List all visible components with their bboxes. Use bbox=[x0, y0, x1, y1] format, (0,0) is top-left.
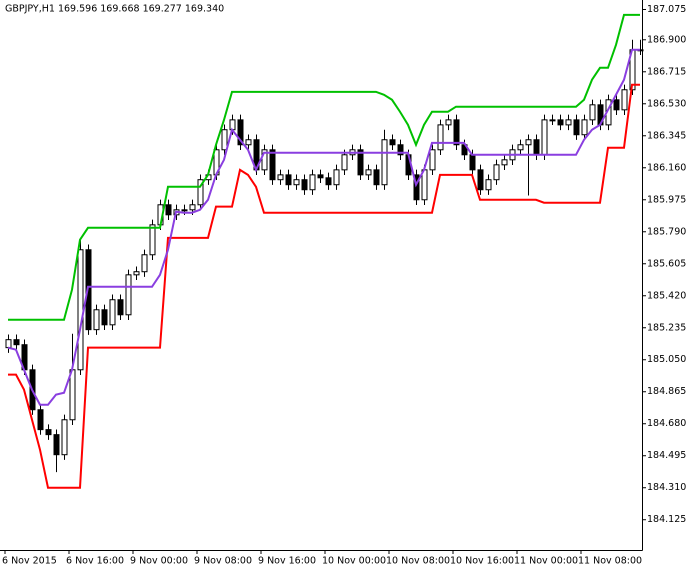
candle-body bbox=[53, 434, 60, 456]
candle-body bbox=[77, 249, 84, 371]
candle-body bbox=[229, 119, 236, 131]
indicator-line bbox=[8, 13, 640, 321]
candle-body bbox=[309, 174, 316, 191]
y-tick-label: 185.790 bbox=[647, 226, 686, 237]
candle-body bbox=[397, 144, 404, 156]
candle-body bbox=[613, 99, 620, 111]
x-tick-label: 9 Nov 00:00 bbox=[130, 556, 188, 567]
candle-body bbox=[293, 179, 300, 186]
candle-body bbox=[101, 309, 108, 326]
candle-body bbox=[117, 299, 124, 316]
y-tick-label: 186.530 bbox=[647, 98, 686, 109]
candle-body bbox=[149, 224, 156, 256]
indicator-line bbox=[7, 48, 640, 406]
candle-body bbox=[373, 169, 380, 186]
candle-body bbox=[5, 339, 12, 349]
candle-body bbox=[245, 139, 252, 146]
x-tick-label: 10 Nov 00:00 bbox=[322, 556, 386, 567]
candle-body bbox=[525, 139, 532, 146]
y-tick-label: 185.975 bbox=[647, 194, 686, 205]
candle-body bbox=[37, 409, 44, 431]
y-tick-label: 184.495 bbox=[647, 450, 686, 461]
candle-body bbox=[357, 149, 364, 176]
candle-body bbox=[341, 154, 348, 171]
candle-body bbox=[469, 154, 476, 171]
x-tick-label: 6 Nov 16:00 bbox=[66, 556, 124, 567]
candle-body bbox=[589, 104, 596, 121]
y-tick-label: 186.900 bbox=[647, 34, 686, 45]
candle-body bbox=[533, 139, 540, 156]
candle-body bbox=[493, 164, 500, 181]
y-tick-label: 186.160 bbox=[647, 162, 686, 173]
y-tick-label: 184.310 bbox=[647, 482, 686, 493]
indicator-line bbox=[8, 83, 640, 489]
candle-body bbox=[421, 169, 428, 201]
candle-body bbox=[301, 179, 308, 191]
candle-body bbox=[381, 139, 388, 186]
y-tick-label: 184.865 bbox=[647, 386, 686, 397]
x-tick-label: 10 Nov 16:00 bbox=[450, 556, 514, 567]
y-tick-label: 187.075 bbox=[647, 4, 686, 15]
y-tick-label: 186.345 bbox=[647, 130, 686, 141]
candle-body bbox=[485, 179, 492, 191]
candle-body bbox=[125, 274, 132, 316]
candle-body bbox=[93, 309, 100, 331]
candle-body bbox=[429, 149, 436, 171]
candle-body bbox=[277, 174, 284, 181]
candle-body bbox=[237, 119, 244, 146]
candle-body bbox=[269, 149, 276, 181]
candle-body bbox=[557, 119, 564, 126]
y-tick-label: 185.605 bbox=[647, 258, 686, 269]
candle-body bbox=[581, 119, 588, 136]
candle-body bbox=[413, 174, 420, 201]
candle-body bbox=[285, 174, 292, 186]
y-tick-label: 184.125 bbox=[647, 514, 686, 525]
candle-body bbox=[197, 179, 204, 206]
candle-body bbox=[333, 169, 340, 186]
candle-body bbox=[453, 119, 460, 146]
candle-body bbox=[573, 119, 580, 136]
candle-body bbox=[389, 139, 396, 146]
candle-body bbox=[189, 204, 196, 211]
candle-body bbox=[541, 119, 548, 156]
candle-body bbox=[501, 159, 508, 166]
symbol-header: GBPJPY,H1 169.596 169.668 169.277 169.34… bbox=[5, 4, 224, 15]
x-tick-label: 11 Nov 08:00 bbox=[578, 556, 642, 567]
candle-body bbox=[141, 254, 148, 273]
candle-body bbox=[549, 119, 556, 122]
candle-body bbox=[477, 169, 484, 191]
y-tick-label: 186.715 bbox=[647, 66, 686, 77]
candle-body bbox=[517, 144, 524, 151]
candle-body bbox=[621, 89, 628, 111]
candle-body bbox=[565, 119, 572, 126]
candle-body bbox=[45, 429, 52, 436]
candle-body bbox=[181, 209, 188, 212]
candle-body bbox=[109, 299, 116, 326]
candle-body bbox=[437, 124, 444, 151]
x-tick-label: 6 Nov 2015 bbox=[2, 556, 57, 567]
candle-body bbox=[85, 249, 92, 331]
candle-body bbox=[317, 174, 324, 179]
y-tick-label: 185.050 bbox=[647, 354, 686, 365]
candle-body bbox=[325, 177, 332, 186]
candle-body bbox=[365, 169, 372, 176]
candle-body bbox=[13, 339, 20, 346]
candle-body bbox=[221, 129, 228, 151]
candle-body bbox=[165, 204, 172, 216]
y-tick-label: 184.680 bbox=[647, 418, 686, 429]
x-tick-label: 9 Nov 16:00 bbox=[258, 556, 316, 567]
y-tick-label: 185.235 bbox=[647, 322, 686, 333]
x-tick-label: 9 Nov 08:00 bbox=[194, 556, 252, 567]
candle-body bbox=[445, 119, 452, 126]
candle-body bbox=[69, 369, 76, 421]
y-tick-label: 185.420 bbox=[647, 290, 686, 301]
x-tick-label: 10 Nov 08:00 bbox=[386, 556, 450, 567]
candle-body bbox=[133, 271, 140, 276]
x-tick-label: 11 Nov 00:00 bbox=[514, 556, 578, 567]
candle-body bbox=[261, 149, 268, 171]
candle-body bbox=[61, 419, 68, 456]
